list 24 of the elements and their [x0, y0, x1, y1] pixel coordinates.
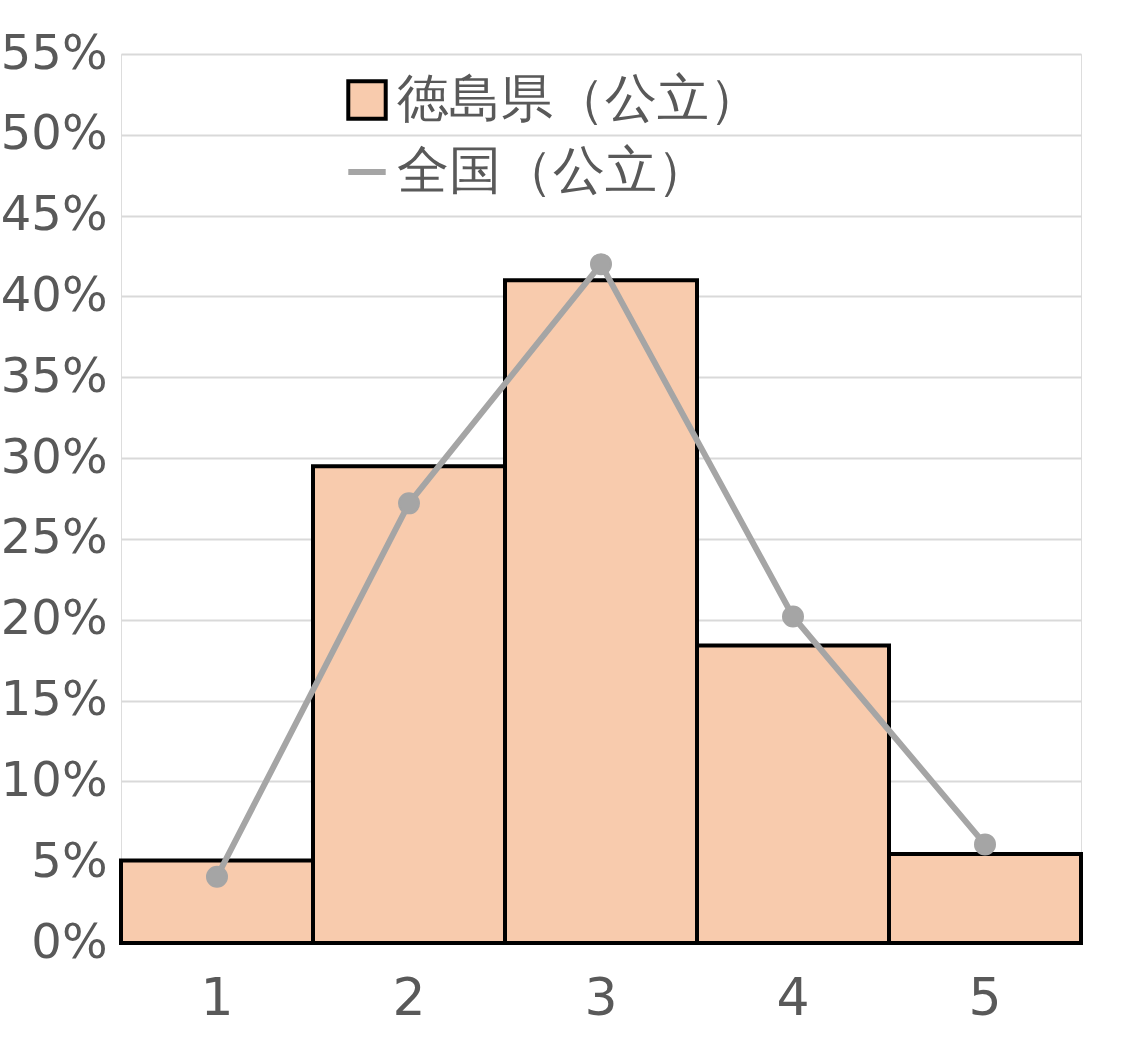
point [782, 605, 804, 628]
legend-label: 徳島県（公立） [397, 68, 761, 128]
y-tick-label: 45% [0, 185, 108, 242]
y-tick-label: 5% [31, 831, 108, 888]
x-tick-label: 2 [392, 966, 426, 1027]
y-tick-label: 15% [0, 670, 108, 727]
y-tick-label: 0% [31, 912, 108, 969]
y-tick-label: 35% [0, 346, 108, 403]
point [398, 492, 420, 515]
legend-label: 全国（公立） [397, 140, 709, 200]
x-tick-label: 5 [968, 966, 1002, 1027]
y-tick-label: 10% [0, 750, 108, 807]
y-tick-label: 30% [0, 427, 108, 484]
point [206, 865, 228, 888]
x-tick-label: 3 [584, 966, 618, 1027]
y-tick-label: 55% [0, 23, 108, 80]
y-tick-label: 25% [0, 508, 108, 565]
x-tick-label: 4 [776, 966, 810, 1027]
point [590, 253, 612, 276]
y-tick-label: 20% [0, 589, 108, 646]
point [974, 833, 996, 856]
y-tick-label: 40% [0, 265, 108, 322]
y-tick-label: 50% [0, 104, 108, 161]
x-tick-label: 1 [200, 966, 234, 1027]
